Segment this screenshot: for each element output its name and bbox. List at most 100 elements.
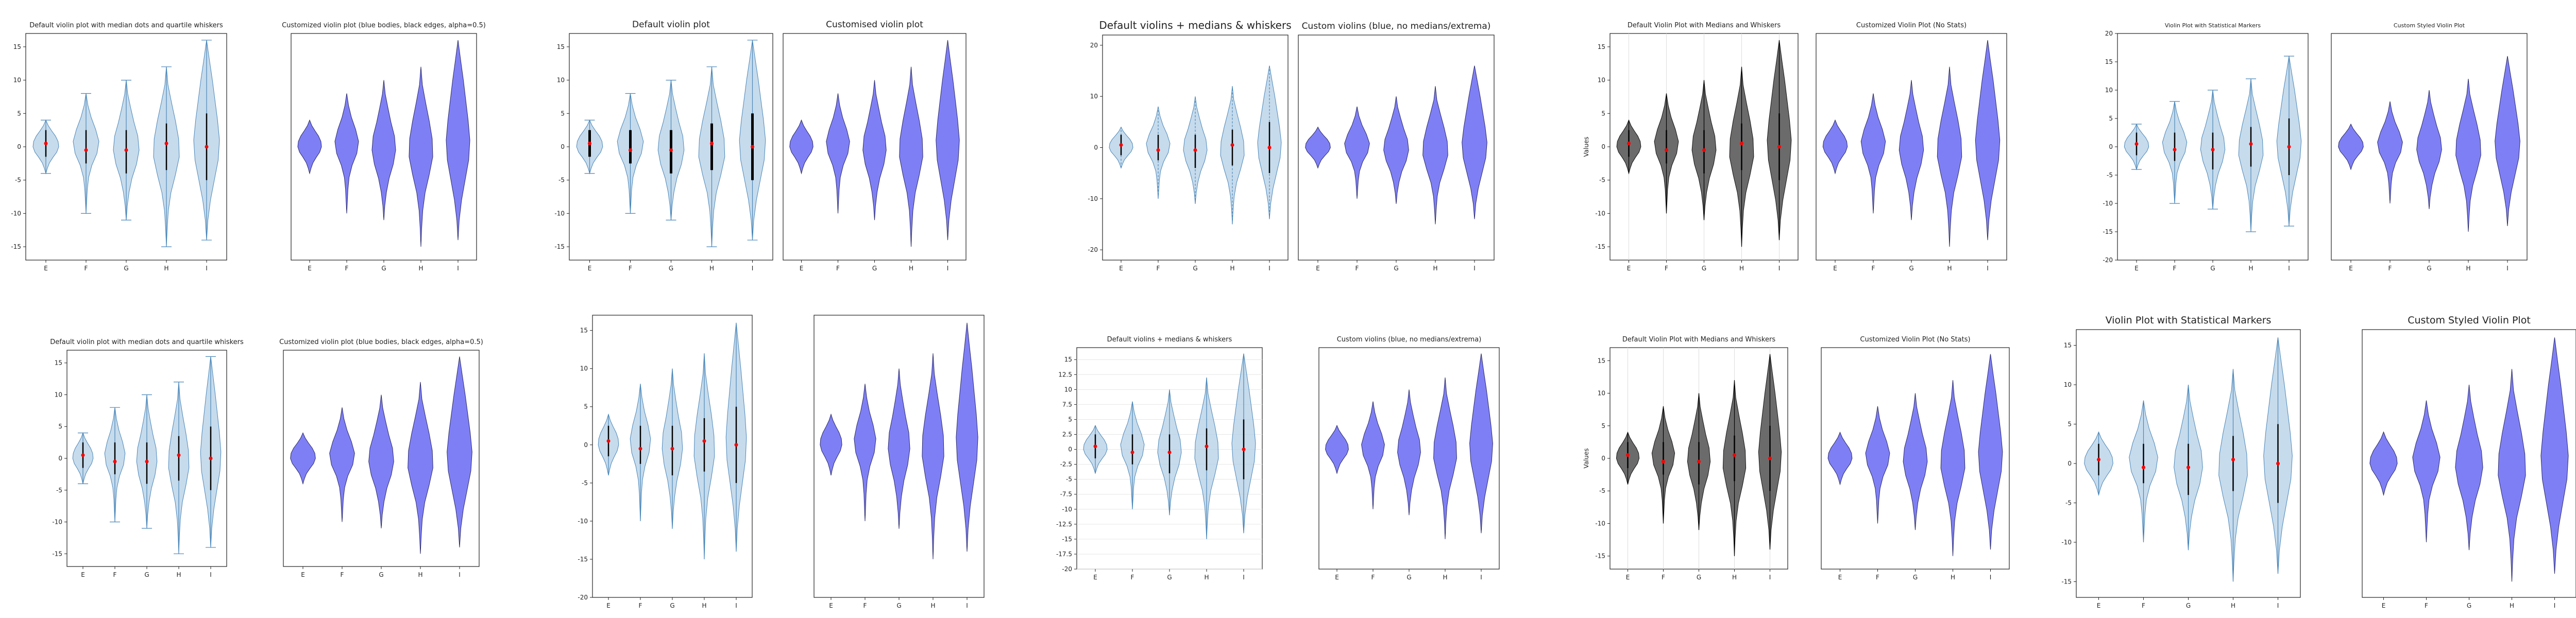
chart-14: E F G H I bbox=[814, 315, 985, 609]
violin-body-I bbox=[1469, 353, 1493, 534]
x-tick-label: G bbox=[124, 265, 128, 272]
median-dot-E bbox=[588, 142, 591, 146]
violin-body-E bbox=[1827, 432, 1853, 486]
violin-body-H bbox=[1422, 86, 1448, 225]
x-tick-label: G bbox=[670, 602, 674, 609]
y-tick-label: 0 bbox=[17, 143, 21, 150]
x-tick-label: G bbox=[144, 571, 149, 578]
chart-2: Customized violin plot (blue bodies, bla… bbox=[282, 22, 486, 272]
y-tick-label: 0 bbox=[1068, 446, 1072, 453]
median-dot-I bbox=[205, 145, 209, 149]
x-tick-label: G bbox=[1697, 574, 1701, 581]
y-tick-label: 15 bbox=[557, 43, 565, 50]
violin-body-E bbox=[1822, 119, 1848, 175]
x-tick-label: H bbox=[1433, 265, 1437, 272]
x-tick-label: I bbox=[1268, 265, 1270, 272]
violin-body-H bbox=[2498, 369, 2526, 582]
y-tick-label: -15 bbox=[52, 550, 62, 557]
median-dot-F bbox=[113, 459, 117, 464]
y-tick-label: 10 bbox=[1598, 77, 1605, 84]
y-tick-label: -5 bbox=[558, 177, 565, 184]
violin-body-F bbox=[1361, 401, 1385, 509]
x-tick-label: H bbox=[1230, 265, 1234, 272]
y-tick-label: -17.5 bbox=[1056, 551, 1072, 558]
x-tick-label: E bbox=[308, 265, 312, 272]
violin-body-I bbox=[956, 322, 978, 552]
y-tick-label: -10 bbox=[1595, 210, 1605, 217]
x-tick-label: I bbox=[1778, 265, 1781, 272]
median-dot-F bbox=[2142, 466, 2145, 470]
median-dot-G bbox=[2187, 466, 2190, 470]
x-tick-label: G bbox=[896, 602, 901, 609]
x-tick-label: F bbox=[639, 602, 642, 609]
y-tick-label: 10 bbox=[1090, 93, 1098, 100]
y-axis-label: Values bbox=[1583, 448, 1590, 468]
chart-title: Default Violin Plot with Medians and Whi… bbox=[1628, 22, 1781, 29]
violin-body-I bbox=[936, 40, 960, 241]
x-tick-label: I bbox=[2554, 602, 2556, 609]
x-tick-label: I bbox=[752, 265, 754, 272]
x-tick-label: H bbox=[2510, 602, 2514, 609]
x-tick-label: E bbox=[2134, 265, 2139, 272]
x-tick-label: I bbox=[1243, 574, 1245, 581]
violin-body-H bbox=[1433, 377, 1457, 539]
median-dot-G bbox=[1193, 148, 1197, 152]
violin-body-F bbox=[826, 93, 850, 214]
x-tick-label: I bbox=[1769, 574, 1771, 581]
median-dot-G bbox=[1702, 148, 1706, 152]
chart-10: Custom Styled Violin Plot E F G H I bbox=[2331, 22, 2528, 272]
x-tick-label: F bbox=[1157, 265, 1160, 272]
y-tick-label: 10 bbox=[580, 365, 588, 372]
median-dot-G bbox=[145, 459, 149, 464]
x-tick-label: G bbox=[2467, 602, 2471, 609]
x-tick-label: G bbox=[872, 265, 877, 272]
median-dot-I bbox=[1777, 145, 1781, 149]
violin-body-I bbox=[446, 40, 470, 241]
x-tick-label: H bbox=[1732, 574, 1737, 581]
median-dot-F bbox=[84, 148, 88, 152]
x-tick-label: G bbox=[1702, 265, 1706, 272]
x-tick-label: I bbox=[459, 571, 461, 578]
violin-body-E bbox=[1325, 424, 1349, 474]
violin-body-G bbox=[371, 80, 396, 220]
median-dot-G bbox=[1167, 450, 1172, 454]
y-tick-label: 5 bbox=[2067, 421, 2072, 428]
y-tick-label: -12.5 bbox=[1056, 521, 1072, 528]
x-tick-label: E bbox=[1316, 265, 1320, 272]
chart-title: Default Violin Plot with Medians and Whi… bbox=[1622, 336, 1775, 344]
median-dot-E bbox=[1627, 142, 1631, 146]
median-dot-H bbox=[1205, 444, 1209, 449]
violin-body-I bbox=[1978, 354, 2003, 550]
violin-body-F bbox=[334, 93, 359, 214]
violin-body-E bbox=[2338, 123, 2364, 170]
y-tick-label: 5 bbox=[1601, 422, 1605, 430]
x-tick-label: H bbox=[2231, 602, 2235, 609]
y-tick-label: 10 bbox=[2064, 381, 2072, 388]
median-dot-I bbox=[2276, 461, 2280, 466]
chart-title: Default violins + medians & whiskers bbox=[1107, 336, 1232, 344]
chart-1: Default violin plot with median dots and… bbox=[11, 22, 227, 272]
chart-title: Default violins + medians & whiskers bbox=[1099, 19, 1291, 31]
y-tick-label: 20 bbox=[1090, 42, 1098, 49]
violin-body-I bbox=[1462, 65, 1487, 219]
x-tick-label: H bbox=[1951, 574, 1955, 581]
chart-title: Violin Plot with Statistical Markers bbox=[2106, 315, 2272, 326]
chart-9: Violin Plot with Statistical Markers -20 -… bbox=[2103, 22, 2309, 272]
x-tick-label: I bbox=[1990, 574, 1992, 581]
x-tick-label: H bbox=[176, 571, 181, 578]
x-tick-label: E bbox=[1093, 574, 1097, 581]
chart-15: Default violins + medians & whiskers -20 -… bbox=[1056, 336, 1263, 581]
violin-body-G bbox=[1383, 96, 1409, 204]
x-tick-label: I bbox=[2506, 265, 2509, 272]
chart-title: Customized violin plot (blue bodies, bla… bbox=[282, 22, 486, 29]
x-tick-label: E bbox=[301, 571, 305, 578]
x-tick-label: F bbox=[341, 571, 344, 578]
y-tick-label: -15 bbox=[2061, 578, 2072, 585]
violin-body-H bbox=[408, 382, 433, 554]
x-tick-label: I bbox=[210, 571, 212, 578]
violin-body-I bbox=[447, 356, 472, 547]
violin-body-G bbox=[2416, 90, 2442, 210]
y-tick-label: -15 bbox=[578, 556, 588, 563]
chart-title: Customized Violin Plot (No Stats) bbox=[1856, 22, 1967, 29]
x-tick-label: G bbox=[669, 265, 673, 272]
